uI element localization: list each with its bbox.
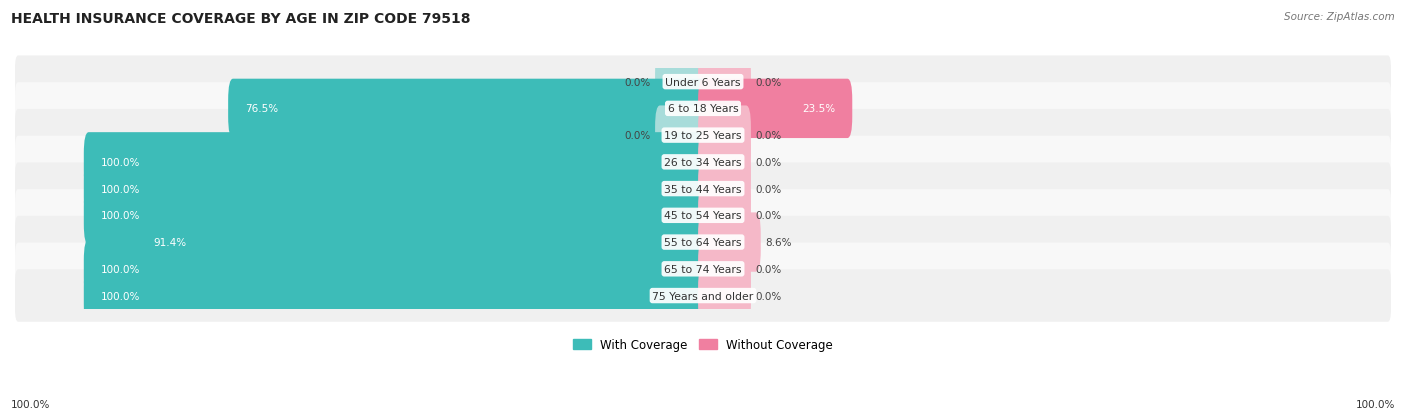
Text: 100.0%: 100.0% [1355, 399, 1395, 409]
FancyBboxPatch shape [84, 266, 707, 325]
FancyBboxPatch shape [699, 79, 852, 139]
Text: 0.0%: 0.0% [755, 264, 782, 274]
Text: 0.0%: 0.0% [755, 157, 782, 167]
FancyBboxPatch shape [699, 159, 751, 219]
Text: 35 to 44 Years: 35 to 44 Years [664, 184, 742, 194]
FancyBboxPatch shape [699, 186, 751, 245]
FancyBboxPatch shape [15, 163, 1391, 215]
Text: 23.5%: 23.5% [801, 104, 835, 114]
Text: 19 to 25 Years: 19 to 25 Years [664, 131, 742, 141]
Text: 55 to 64 Years: 55 to 64 Years [664, 237, 742, 247]
FancyBboxPatch shape [15, 136, 1391, 189]
Text: 0.0%: 0.0% [755, 211, 782, 221]
Text: 100.0%: 100.0% [101, 211, 141, 221]
Text: 75 Years and older: 75 Years and older [652, 291, 754, 301]
Text: 100.0%: 100.0% [101, 291, 141, 301]
FancyBboxPatch shape [655, 53, 707, 112]
Text: 65 to 74 Years: 65 to 74 Years [664, 264, 742, 274]
FancyBboxPatch shape [84, 159, 707, 219]
FancyBboxPatch shape [228, 79, 707, 139]
Text: Under 6 Years: Under 6 Years [665, 78, 741, 88]
Text: 100.0%: 100.0% [11, 399, 51, 409]
FancyBboxPatch shape [699, 133, 751, 192]
FancyBboxPatch shape [84, 240, 707, 299]
Text: Source: ZipAtlas.com: Source: ZipAtlas.com [1284, 12, 1395, 22]
Text: 0.0%: 0.0% [755, 184, 782, 194]
FancyBboxPatch shape [699, 53, 751, 112]
FancyBboxPatch shape [699, 106, 751, 165]
Legend: With Coverage, Without Coverage: With Coverage, Without Coverage [568, 334, 838, 356]
FancyBboxPatch shape [84, 186, 707, 245]
Text: 6 to 18 Years: 6 to 18 Years [668, 104, 738, 114]
Text: 100.0%: 100.0% [101, 184, 141, 194]
FancyBboxPatch shape [136, 213, 707, 272]
FancyBboxPatch shape [699, 240, 751, 299]
FancyBboxPatch shape [84, 133, 707, 192]
Text: 0.0%: 0.0% [755, 131, 782, 141]
FancyBboxPatch shape [699, 213, 761, 272]
Text: 91.4%: 91.4% [153, 237, 187, 247]
Text: 26 to 34 Years: 26 to 34 Years [664, 157, 742, 167]
Text: 0.0%: 0.0% [755, 78, 782, 88]
Text: 0.0%: 0.0% [624, 78, 651, 88]
FancyBboxPatch shape [655, 106, 707, 165]
Text: 0.0%: 0.0% [624, 131, 651, 141]
Text: 45 to 54 Years: 45 to 54 Years [664, 211, 742, 221]
FancyBboxPatch shape [15, 83, 1391, 135]
FancyBboxPatch shape [699, 266, 751, 325]
Text: HEALTH INSURANCE COVERAGE BY AGE IN ZIP CODE 79518: HEALTH INSURANCE COVERAGE BY AGE IN ZIP … [11, 12, 471, 26]
FancyBboxPatch shape [15, 190, 1391, 242]
FancyBboxPatch shape [15, 270, 1391, 322]
Text: 0.0%: 0.0% [755, 291, 782, 301]
Text: 100.0%: 100.0% [101, 264, 141, 274]
FancyBboxPatch shape [15, 243, 1391, 295]
Text: 76.5%: 76.5% [246, 104, 278, 114]
FancyBboxPatch shape [15, 109, 1391, 162]
Text: 100.0%: 100.0% [101, 157, 141, 167]
Text: 8.6%: 8.6% [765, 237, 792, 247]
FancyBboxPatch shape [15, 216, 1391, 268]
FancyBboxPatch shape [15, 56, 1391, 109]
